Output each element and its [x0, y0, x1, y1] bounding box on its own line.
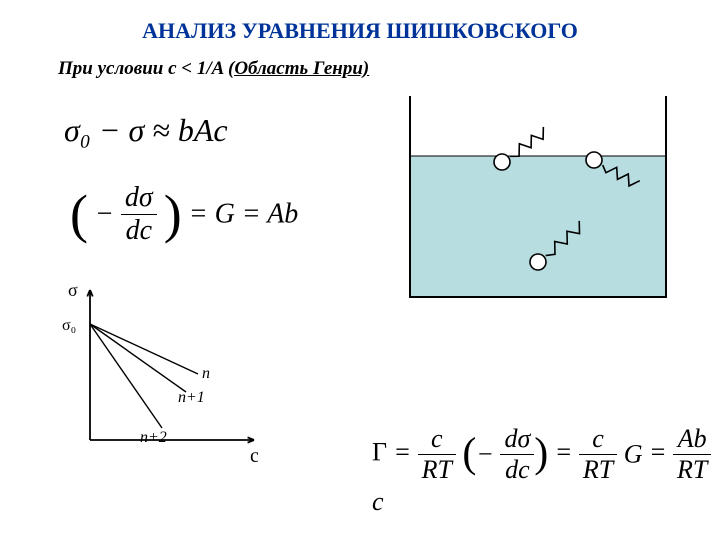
eq: =: [387, 437, 418, 466]
svg-text:n: n: [202, 365, 210, 382]
numerator: dσ: [121, 182, 157, 215]
minus2: −: [476, 440, 494, 469]
svg-text:σ₀: σ₀: [62, 317, 76, 334]
denominator: dc: [121, 215, 157, 247]
num-ab: Ab: [673, 424, 711, 455]
equation-1: σ₀ − σ ≈ bAc: [64, 112, 228, 149]
den-rt3: RT: [673, 455, 711, 485]
fraction-dsigma-dc: dσ dc: [121, 182, 157, 247]
num-c2: c: [579, 424, 617, 455]
svg-text:σ: σ: [68, 282, 78, 300]
frac-c-rt-2: c RT: [579, 424, 617, 485]
eq3b: =: [649, 437, 673, 466]
G-sym: G: [624, 440, 643, 469]
gamma: Γ: [372, 437, 387, 466]
num-c1: c: [418, 424, 456, 455]
frac-c-rt-1: c RT: [418, 424, 456, 485]
sigma-c-graph: σ σ₀ c n n+1 n+2: [58, 282, 258, 472]
frac-dsig-dc-2: dσ dc: [500, 424, 534, 485]
equation-3: Γ = c RT (− dσ dc ) = c RT G = Ab RT c: [372, 424, 720, 517]
svg-text:n+1: n+1: [178, 389, 205, 406]
subtitle-henry: (Область Генри): [228, 58, 369, 79]
eq1-text: σ₀ − σ ≈ bAc: [64, 112, 228, 148]
tail-c: c: [372, 487, 384, 516]
rparen: ): [164, 190, 182, 239]
eq2-rhs: = G = Ab: [189, 199, 299, 230]
slide-title: АНАЛИЗ УРАВНЕНИЯ ШИШКОВСКОГО: [0, 0, 720, 44]
subtitle-prefix: При условии с < 1/A: [58, 58, 228, 79]
frac-ab-rt: Ab RT: [673, 424, 711, 485]
den-rt2: RT: [579, 455, 617, 485]
minus: −: [95, 199, 114, 230]
subtitle: При условии с < 1/A (Область Генри): [0, 44, 720, 80]
svg-text:n+2: n+2: [140, 429, 167, 446]
lparen2: (: [462, 431, 476, 477]
den-rt1: RT: [418, 455, 456, 485]
svg-text:c: c: [250, 445, 258, 467]
lparen: (: [70, 190, 88, 239]
num-dsig: dσ: [500, 424, 534, 455]
rparen2: ): [534, 431, 548, 477]
beaker-diagram: [404, 92, 672, 302]
equation-2: ( − dσ dc ) = G = Ab: [70, 182, 298, 247]
eq2b: =: [555, 437, 579, 466]
den-dc: dc: [500, 455, 534, 485]
